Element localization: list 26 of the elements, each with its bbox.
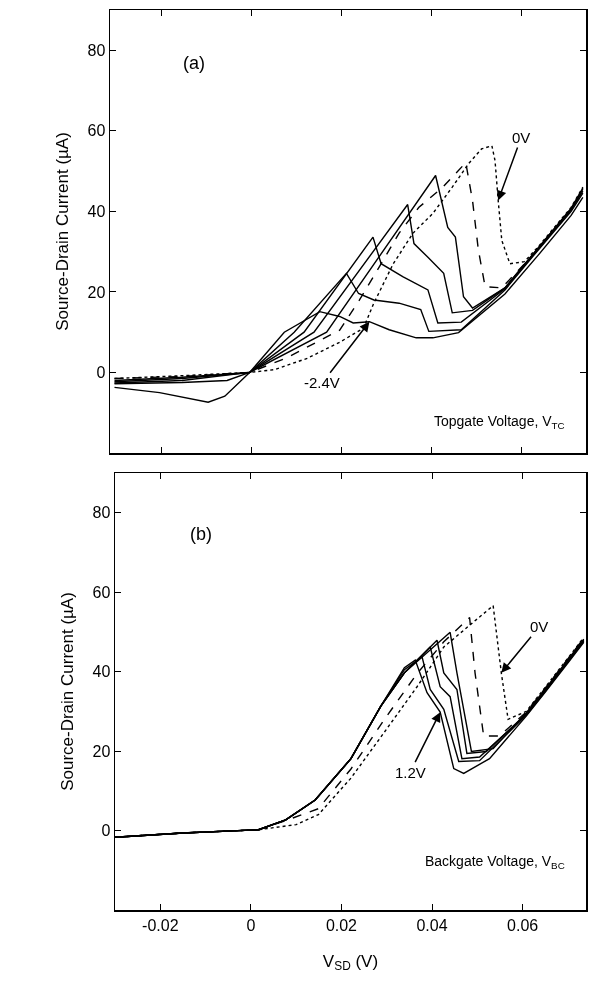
annotation: Backgate Voltage, V$_{BC}$ [425,853,565,871]
x-tick-label: 0.02 [325,916,358,934]
y-tick-label: 40 [92,663,111,681]
y-tick-label: 0 [101,822,111,840]
y-tick-label: 80 [87,41,106,59]
annotation: 1.2V [395,764,426,781]
annotation: -2.4V [304,374,340,391]
x-tick-label: 0 [246,916,256,934]
annotation: 0V [512,129,531,146]
y-tick-label: 60 [87,122,106,140]
y-axis-title: Source-Drain Current (µA) [53,132,73,331]
y-tick-label: 20 [87,283,106,301]
y-tick-label: 60 [92,583,111,601]
y-axis-title: Source-Drain Current (µA) [58,592,78,791]
y-tick-label: 80 [92,504,111,522]
y-tick-label: 40 [87,202,106,220]
annotation: (a) [183,53,205,73]
x-tick-label: 0.04 [416,916,448,934]
y-tick-label: 20 [92,742,111,760]
annotation: (b) [190,524,212,544]
y-tick-label: 0 [96,364,106,382]
annotation: 0V [530,618,549,635]
x-tick-label: 0.06 [507,916,539,934]
x-axis-title: V$_{SD}$ (V) [322,951,379,974]
annotation: Topgate Voltage, V$_{TC}$ [434,413,565,431]
x-tick-label: -0.02 [142,916,179,934]
